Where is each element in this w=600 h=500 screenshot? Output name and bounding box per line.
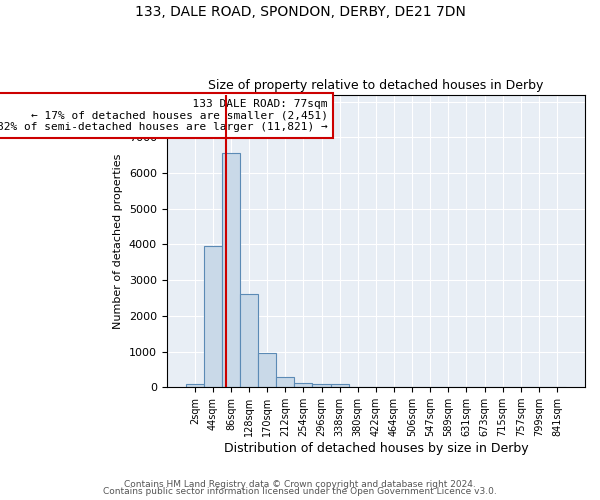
Text: Contains public sector information licensed under the Open Government Licence v3: Contains public sector information licen… (103, 487, 497, 496)
Bar (331, 384, 349, 387)
Text: Contains HM Land Registry data © Crown copyright and database right 2024.: Contains HM Land Registry data © Crown c… (124, 480, 476, 489)
Title: Size of property relative to detached houses in Derby: Size of property relative to detached ho… (208, 79, 544, 92)
Text: 133, DALE ROAD, SPONDON, DERBY, DE21 7DN: 133, DALE ROAD, SPONDON, DERBY, DE21 7DN (134, 5, 466, 19)
Bar (222, 154, 240, 387)
Bar (240, 294, 258, 387)
Bar (313, 384, 331, 387)
Bar (186, 384, 204, 387)
Text: 133 DALE ROAD: 77sqm
← 17% of detached houses are smaller (2,451)
82% of semi-de: 133 DALE ROAD: 77sqm ← 17% of detached h… (0, 99, 328, 132)
Bar (258, 354, 276, 387)
Bar (295, 384, 313, 387)
Y-axis label: Number of detached properties: Number of detached properties (113, 153, 124, 328)
Bar (276, 376, 295, 387)
Bar (204, 246, 222, 387)
X-axis label: Distribution of detached houses by size in Derby: Distribution of detached houses by size … (224, 442, 528, 455)
